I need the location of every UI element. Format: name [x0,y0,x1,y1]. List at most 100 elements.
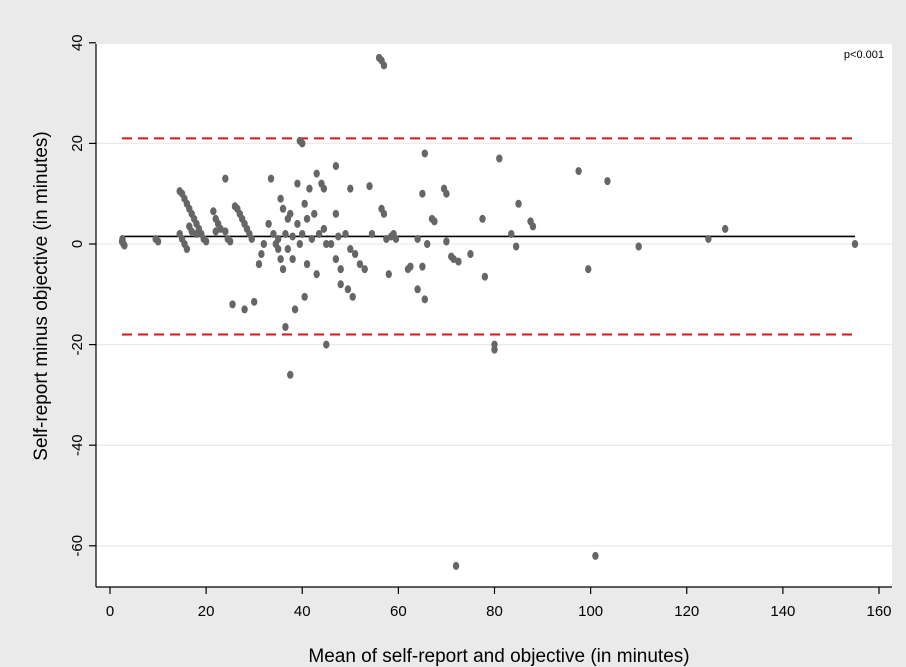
data-point [210,207,217,216]
data-point [407,262,414,271]
data-point [202,237,210,246]
data-point [289,255,296,264]
limits-of-agreement [122,137,855,336]
data-point [282,322,289,331]
y-tick-label: -20 [69,334,86,356]
data-point [344,285,352,294]
data-point [450,255,457,264]
data-point [508,229,515,238]
data-point [385,270,392,279]
data-point [604,177,611,186]
data-point [287,209,294,218]
x-tick-label: 80 [486,603,503,620]
data-point [279,265,287,274]
data-point [347,184,354,193]
data-point [380,209,388,218]
data-point [299,229,306,238]
data-point [421,295,429,304]
data-point [705,234,712,243]
x-tick-label: 20 [198,603,215,620]
data-point [183,245,191,254]
y-axis-title: Self-report minus objective (in minutes) [31,131,52,460]
data-point [320,184,328,193]
data-point [121,241,128,250]
data-point [294,179,301,188]
data-point [217,224,224,233]
data-point [301,292,308,301]
data-point [222,174,229,183]
data-point [491,340,498,349]
data-point [222,227,229,236]
x-tick-label: 0 [106,603,114,620]
x-tick-label: 40 [294,603,311,620]
data-point [323,240,330,248]
y-tick-label: -60 [69,535,86,557]
data-point [265,219,272,228]
y-tick-label: 40 [69,34,86,51]
data-point [383,234,390,243]
data-point [313,270,320,279]
data-point [419,189,426,198]
data-point [467,250,474,259]
data-point [635,242,642,251]
data-point [351,250,359,259]
data-point [284,245,292,254]
plot-area [96,44,892,587]
data-point [512,242,520,251]
data-point [452,561,460,570]
x-tick-label: 100 [578,603,603,620]
data-point [306,184,313,193]
data-point [443,189,450,198]
data-point [267,174,275,183]
y-tick-label: -40 [69,434,86,456]
data-point [419,262,426,271]
data-point [431,217,438,226]
data-point [260,240,267,248]
data-point [275,234,282,243]
data-point [250,297,258,306]
data-point [592,551,599,560]
data-point [421,149,429,158]
data-point [299,139,306,148]
data-point [366,182,373,191]
data-point [186,222,193,231]
data-point [270,229,277,238]
data-point [722,224,729,233]
data-point [335,232,342,241]
data-point [342,229,349,238]
data-point [303,260,311,269]
axes: 0 20 40 60 80 100 120 140 160 40 20 0 -20 -40 -60 [69,34,892,620]
data-point [529,222,537,231]
data-point [294,219,301,228]
data-point [193,229,200,238]
x-tick-label: 140 [770,603,795,620]
data-point [212,227,219,236]
data-point [241,305,248,314]
data-point [248,234,255,243]
data-point [282,229,289,238]
data-point [303,214,311,223]
data-point [496,154,503,163]
data-point [337,280,344,289]
data-point [287,370,294,379]
data-point [414,234,421,243]
data-point [361,265,368,274]
data-point [308,234,316,243]
data-point [443,237,450,246]
data-point [277,194,284,203]
data-point [515,199,522,208]
data-point [575,167,582,176]
x-tick-label: 160 [866,603,891,620]
data-point [332,162,340,171]
data-point [414,285,421,294]
data-point [255,260,263,269]
y-tick-label: 20 [69,135,86,152]
data-point [347,245,354,254]
data-point [296,240,304,248]
data-point [332,255,340,264]
data-point [380,61,388,70]
data-point [479,214,486,223]
data-point [119,234,126,243]
